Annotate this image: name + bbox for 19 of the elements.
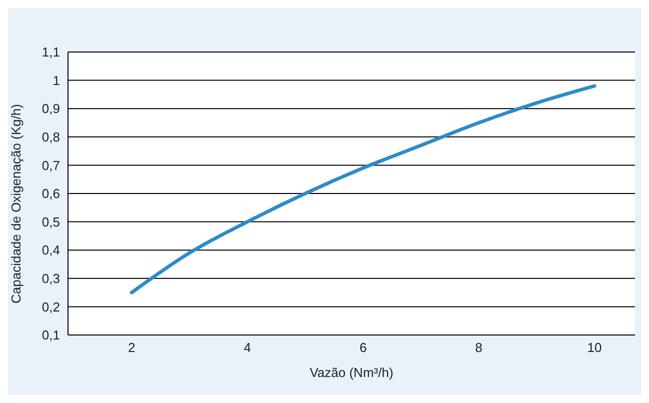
y-tick-label: 0,2 <box>42 299 60 314</box>
x-axis-title: Vazão (Nm³/h) <box>310 365 394 380</box>
y-tick-label: 1 <box>52 72 60 88</box>
y-tick-label: 1,1 <box>42 44 60 60</box>
y-tick-label: 0,1 <box>42 328 60 343</box>
x-tick-label: 2 <box>128 340 136 356</box>
x-tick-label: 4 <box>244 340 251 356</box>
y-axis-title: Capacidade de Oxigenação (Kg/h) <box>8 104 24 304</box>
y-tick-label: 0,8 <box>42 130 60 145</box>
x-tick-label: 10 <box>587 340 602 356</box>
y-tick-label: 0,9 <box>42 101 60 116</box>
y-tick-label: 0,6 <box>42 186 60 202</box>
y-tick-label: 0,4 <box>42 242 60 258</box>
y-tick-label: 0,3 <box>42 271 60 286</box>
y-tick-label: 0,5 <box>42 214 60 230</box>
x-tick-label: 6 <box>359 340 367 356</box>
line-series <box>130 84 596 294</box>
y-tick-label: 0,7 <box>42 158 60 173</box>
x-tick-label: 8 <box>475 340 482 356</box>
